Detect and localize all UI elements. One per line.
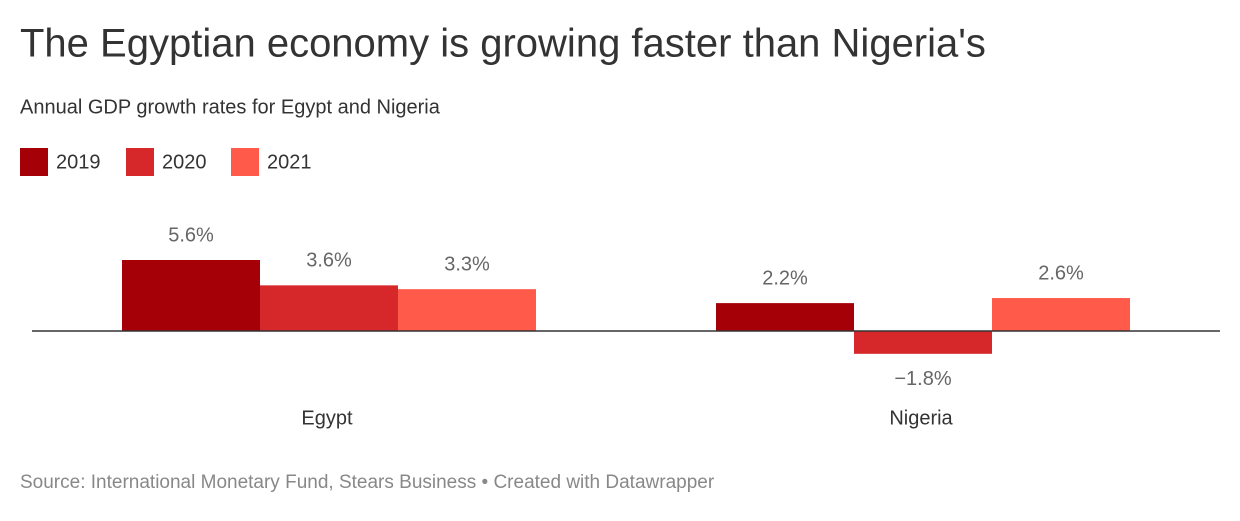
x-tick-label: Nigeria [889,407,953,429]
chart-title: The Egyptian economy is growing faster t… [20,22,986,66]
bar [992,298,1130,331]
legend-label: 2020 [162,151,207,173]
legend-label: 2021 [267,151,312,173]
value-label: 2.6% [1038,262,1084,284]
bar [854,331,992,354]
legend-swatch [126,148,154,176]
value-label: 2.2% [762,267,808,289]
bar [260,285,398,331]
chart-subtitle: Annual GDP growth rates for Egypt and Ni… [20,96,441,118]
source-note: Source: International Monetary Fund, Ste… [20,472,715,493]
legend-swatch [231,148,259,176]
legend-swatch [20,148,48,176]
value-label: 5.6% [168,224,214,246]
bar [716,303,854,331]
value-label: 3.3% [444,253,490,275]
value-label: 3.6% [306,250,352,272]
x-tick-label: Egypt [301,407,353,429]
bar [398,289,536,331]
bar [122,260,260,331]
value-label: −1.8% [894,368,951,390]
legend-label: 2019 [56,151,101,173]
